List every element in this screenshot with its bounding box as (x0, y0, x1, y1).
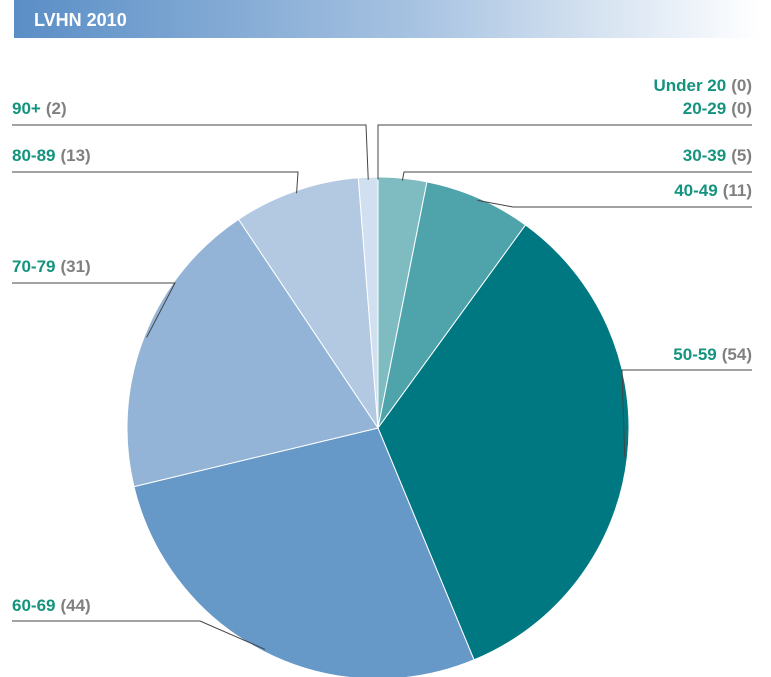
chart-title: LVHN 2010 (34, 10, 127, 30)
pie-slice (126, 218, 379, 488)
leader-line (401, 171, 752, 181)
leader-line (377, 124, 752, 180)
category-name: 60-69 (12, 596, 55, 615)
value-label: (0) (731, 99, 752, 118)
leader-line (621, 369, 752, 458)
value-label: (44) (60, 596, 90, 615)
slice-label: Under 20 (0) (653, 76, 752, 95)
category-name: 30-39 (683, 146, 726, 165)
title-band (14, 0, 760, 38)
slice-label: 70-79 (31) (12, 257, 91, 276)
slice-label: 40-49 (11) (674, 181, 752, 200)
leader-line (12, 282, 176, 338)
pie-slice (237, 177, 379, 430)
slice-label: 80-89 (13) (12, 146, 91, 165)
slice-label: 30-39 (5) (683, 146, 752, 165)
leader-line (477, 199, 752, 208)
leader-line (12, 620, 266, 650)
pie-slice (377, 224, 630, 661)
category-name: 90+ (12, 99, 41, 118)
leader-line (12, 124, 369, 180)
value-label: (31) (60, 257, 90, 276)
pie-slice (133, 427, 475, 677)
leader-line (12, 171, 299, 194)
category-name: Under 20 (653, 76, 726, 95)
category-name: 20-29 (683, 99, 726, 118)
slice-label: 60-69 (44) (12, 596, 91, 615)
category-name: 80-89 (12, 146, 55, 165)
slice-label: 50-59 (54) (673, 345, 752, 364)
category-name: 50-59 (673, 345, 716, 364)
pie-slice (377, 181, 527, 429)
category-name: 70-79 (12, 257, 55, 276)
value-label: (0) (731, 76, 752, 95)
value-label: (5) (731, 146, 752, 165)
value-label: (54) (722, 345, 752, 364)
value-label: (11) (723, 181, 752, 200)
value-label: (13) (60, 146, 90, 165)
slice-label: 90+ (2) (12, 99, 67, 118)
value-label: (2) (46, 99, 67, 118)
slice-label: 20-29 (0) (683, 99, 752, 118)
category-name: 40-49 (674, 181, 717, 200)
